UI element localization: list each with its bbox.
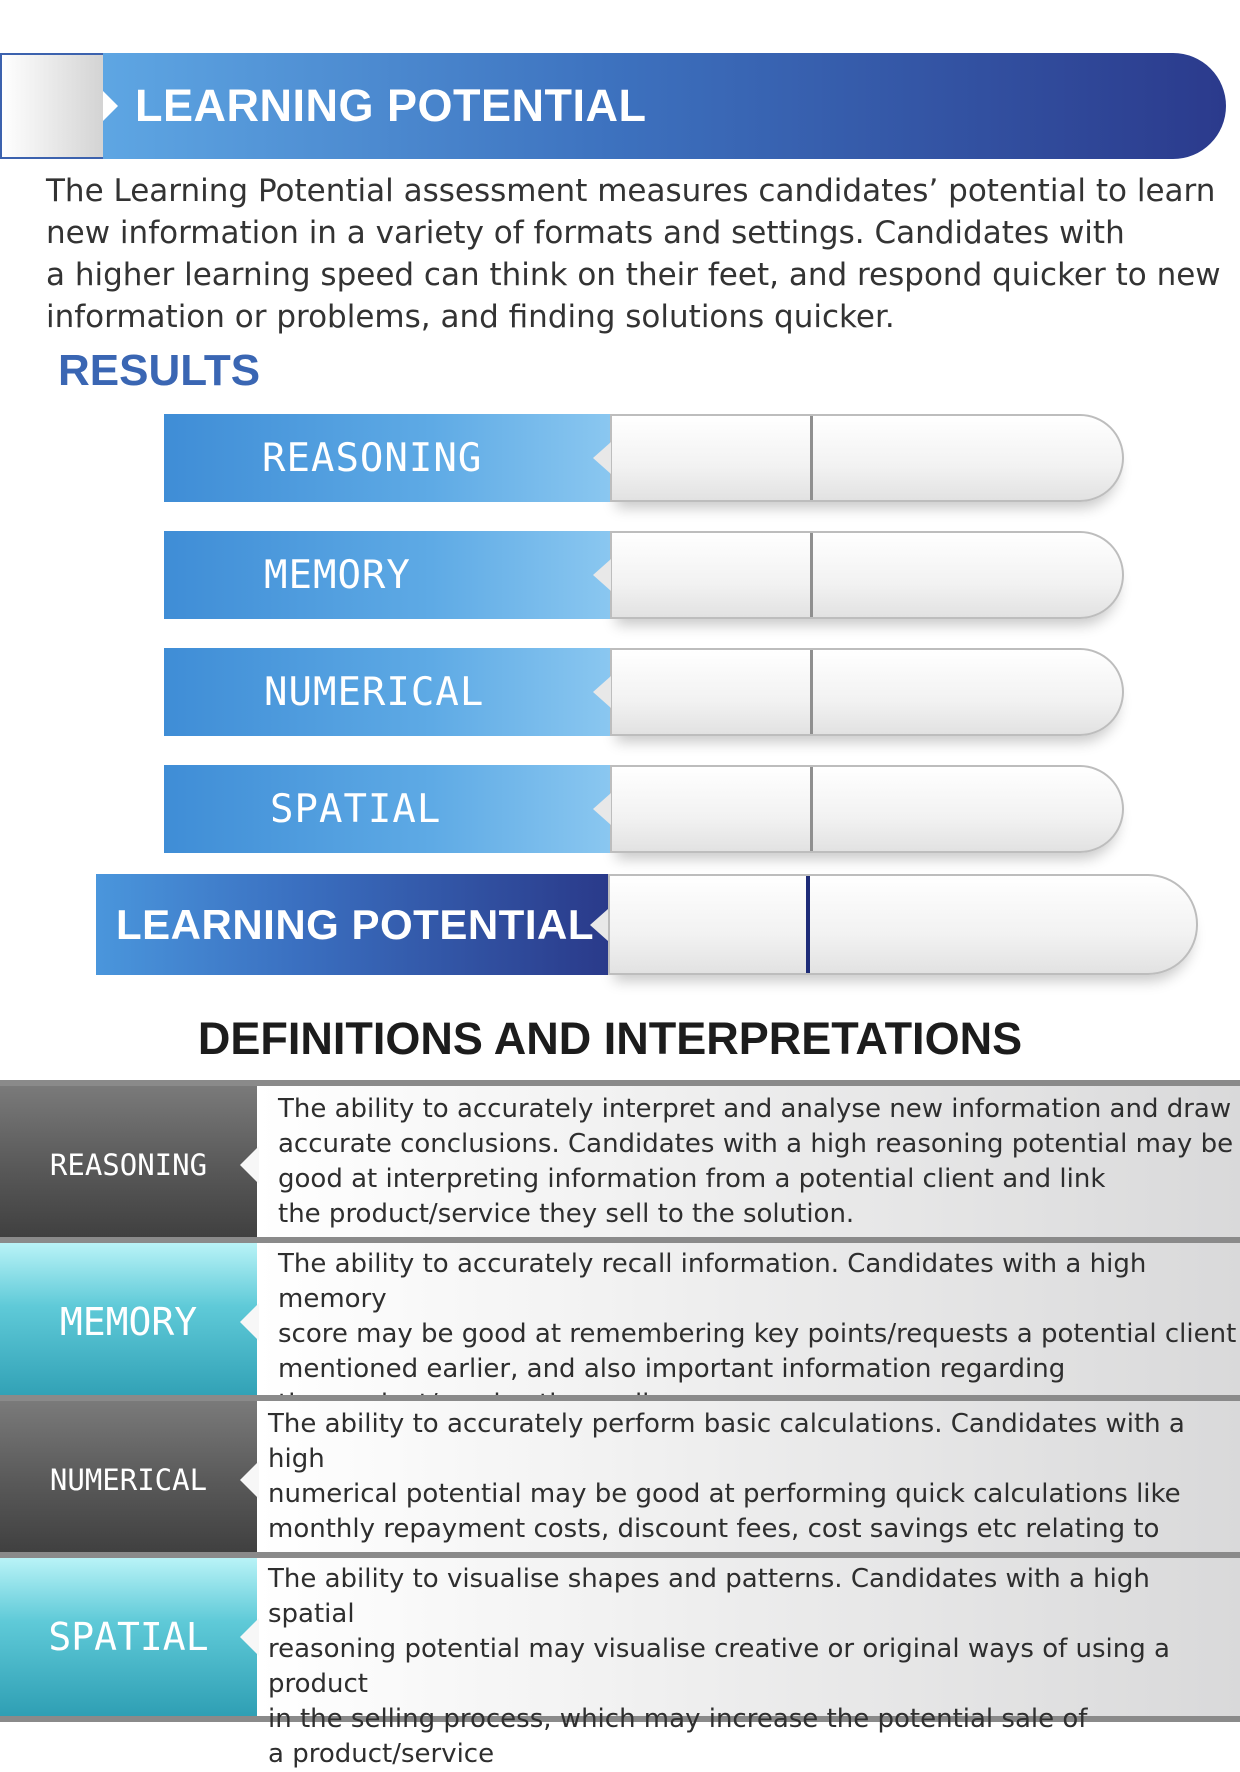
definition-label: SPATIAL [0, 1558, 257, 1716]
definition-row-reasoning: REASONING The ability to accurately inte… [0, 1080, 1240, 1243]
result-track [610, 531, 1124, 619]
result-bar-reasoning: REASONING [164, 414, 1124, 502]
definition-text: The ability to accurately perform basic … [268, 1409, 1185, 1579]
bar-notch-icon [593, 559, 611, 591]
definition-background [257, 1086, 1240, 1243]
result-bar-memory: MEMORY [164, 531, 1124, 619]
result-marker [806, 876, 810, 973]
result-bar-learning-potential: LEARNING POTENTIAL [96, 874, 1198, 975]
section-header: LEARNING POTENTIAL [0, 53, 1226, 159]
definition-notch-icon [240, 1145, 259, 1184]
result-bar-numerical: NUMERICAL [164, 648, 1124, 736]
result-bar-spatial: SPATIAL [164, 765, 1124, 853]
definitions-heading: DEFINITIONS AND INTERPRETATIONS [197, 1013, 1023, 1064]
definition-row-numerical: NUMERICAL The ability to accurately perf… [0, 1395, 1240, 1579]
definition-text: The ability to visualise shapes and patt… [268, 1564, 1170, 1769]
result-marker [810, 650, 813, 734]
definition-row-spatial: SPATIAL The ability to visualise shapes … [0, 1552, 1240, 1769]
result-track [608, 874, 1198, 975]
bar-notch-icon [593, 676, 611, 708]
definition-label: REASONING [0, 1086, 257, 1243]
results-heading: RESULTS [58, 346, 261, 395]
result-track [610, 765, 1124, 853]
header-banner [103, 53, 1226, 159]
header-grey-tab [0, 53, 106, 159]
result-marker [810, 416, 813, 500]
definition-background [257, 1558, 1240, 1716]
definition-row-memory: MEMORY The ability to accurately recall … [0, 1237, 1240, 1419]
result-label: MEMORY [164, 531, 610, 619]
definition-text: The ability to accurately interpret and … [278, 1094, 1234, 1229]
result-track [610, 414, 1124, 502]
intro-paragraph: The Learning Potential assessment measur… [46, 173, 1221, 335]
page-title: LEARNING POTENTIAL [135, 80, 647, 131]
definition-notch-icon [240, 1618, 259, 1656]
bar-notch-icon [590, 908, 608, 941]
result-label: SPATIAL [164, 765, 610, 853]
definition-notch-icon [240, 1460, 259, 1499]
definition-background [257, 1243, 1240, 1401]
bar-notch-icon [593, 442, 611, 474]
result-label: LEARNING POTENTIAL [96, 874, 608, 975]
result-label: REASONING [164, 414, 610, 502]
result-marker [810, 767, 813, 851]
result-label: NUMERICAL [164, 648, 610, 736]
header-arrow-icon [103, 91, 118, 121]
bar-notch-icon [593, 793, 611, 825]
definition-label: NUMERICAL [0, 1401, 257, 1558]
definition-background [257, 1401, 1240, 1558]
definition-notch-icon [240, 1303, 259, 1341]
result-track [610, 648, 1124, 736]
result-marker [810, 533, 813, 617]
definition-label: MEMORY [0, 1243, 257, 1401]
